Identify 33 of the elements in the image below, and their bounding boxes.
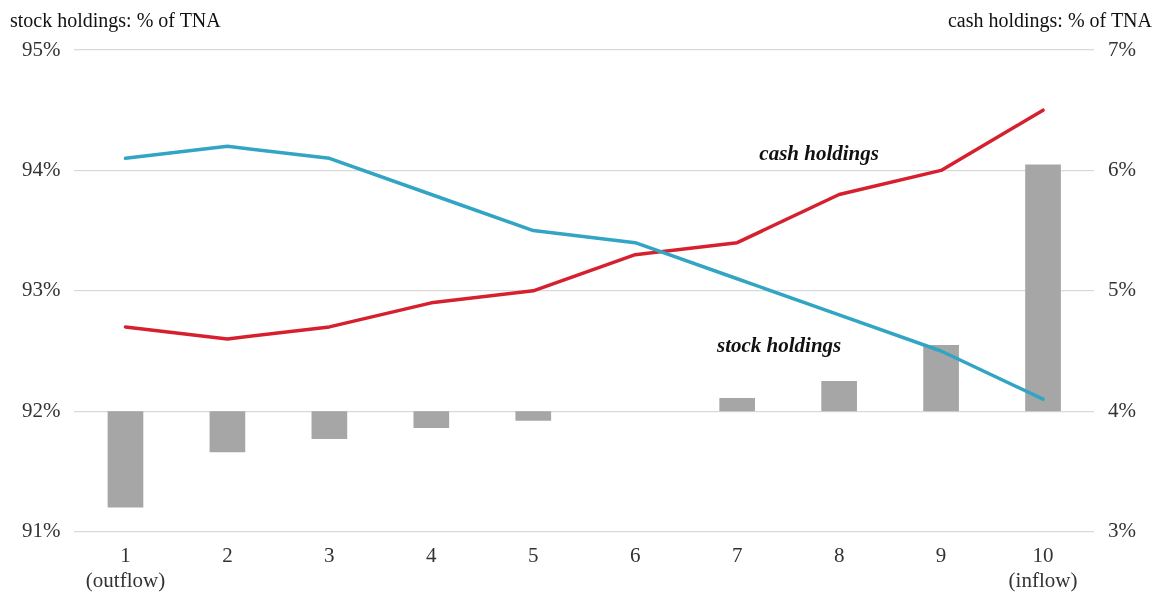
x-tick-label: 2 (222, 542, 233, 567)
bar (1025, 164, 1061, 412)
y-tick-label: 93% (21, 277, 61, 302)
x-tick-label: 7 (731, 542, 743, 567)
x-tick-label: 1 (outflow) (85, 542, 166, 592)
y2-tick-label: 7% (1108, 36, 1137, 61)
bar (311, 411, 348, 439)
x-tick-label: 8 (833, 542, 845, 567)
x-tick-label: 5 (528, 542, 539, 567)
x-tick-label: 4 (426, 542, 438, 567)
y-tick-label: 92% (21, 397, 61, 422)
x-tick-label: 6 (629, 542, 641, 567)
y-tick-label: 95% (21, 36, 61, 61)
bar (821, 381, 857, 412)
y2-tick-label: 3% (1108, 518, 1137, 543)
series-label: cash holdings (759, 140, 879, 165)
bar (209, 411, 246, 453)
x-tick-label: 9 (935, 542, 947, 567)
bar (923, 344, 959, 412)
bar (107, 411, 144, 508)
x-tick-label: 10 (inflow) (1008, 542, 1078, 592)
bar (413, 411, 450, 429)
y2-tick-label: 5% (1108, 277, 1137, 302)
y-tick-label: 94% (21, 156, 61, 181)
bar (515, 411, 552, 421)
y2-tick-label: 6% (1108, 156, 1137, 181)
series-label: stock holdings (715, 333, 842, 358)
x-tick-label: 3 (324, 542, 335, 567)
bar (719, 397, 756, 412)
y2-axis-title: cash holdings: % of TNA (947, 9, 1153, 33)
y-axis-title: stock holdings: % of TNA (10, 9, 222, 33)
y-tick-label: 91% (21, 518, 61, 543)
y2-tick-label: 4% (1108, 397, 1137, 422)
